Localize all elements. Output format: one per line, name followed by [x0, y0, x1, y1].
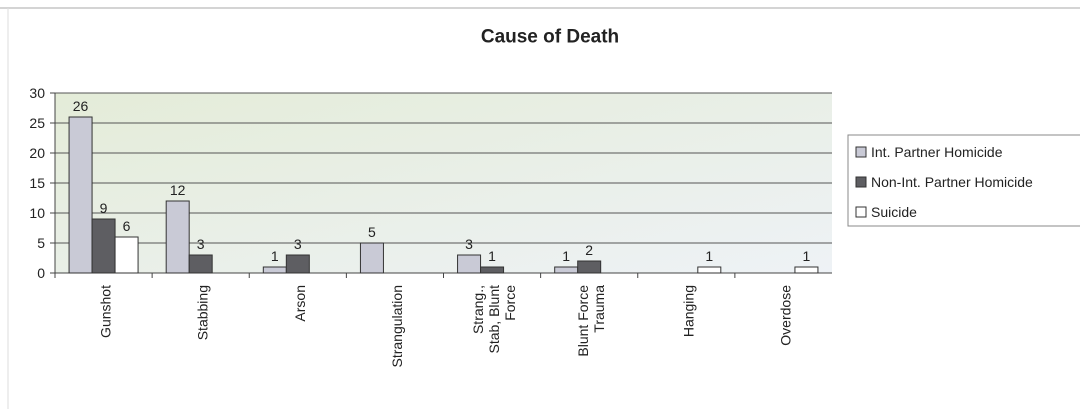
legend-swatch	[855, 206, 867, 218]
x-tick-label: Strangulation	[389, 285, 405, 368]
data-label: 1	[488, 248, 496, 264]
y-tick-label: 20	[29, 145, 45, 161]
data-label: 1	[803, 248, 811, 264]
bar	[697, 266, 722, 274]
y-tick-label: 5	[37, 235, 45, 251]
legend-swatch	[855, 176, 867, 188]
data-label: 26	[73, 98, 89, 114]
x-tick-label: Strang.,Stab, BluntForce	[470, 285, 518, 354]
data-label: 6	[123, 218, 131, 234]
data-label: 3	[197, 236, 205, 252]
bar	[480, 266, 505, 274]
legend-label: Suicide	[871, 204, 917, 220]
data-label: 3	[465, 236, 473, 252]
data-label: 1	[271, 248, 279, 264]
y-tick-label: 15	[29, 175, 45, 191]
bar	[794, 266, 819, 274]
bar	[188, 254, 213, 274]
bar	[554, 266, 579, 274]
bar	[114, 236, 139, 274]
data-label: 3	[294, 236, 302, 252]
legend-box	[847, 134, 1080, 227]
y-tick-label: 25	[29, 115, 45, 131]
x-tick-label: Overdose	[777, 285, 793, 346]
bar	[359, 242, 384, 274]
x-tick-label: Gunshot	[98, 285, 114, 338]
data-label: 9	[100, 200, 108, 216]
data-label: 1	[562, 248, 570, 264]
x-tick-label: Arson	[292, 285, 308, 322]
data-label: 5	[368, 224, 376, 240]
legend-swatch	[855, 146, 867, 158]
data-label: 2	[585, 242, 593, 258]
bar	[285, 254, 310, 274]
chart-title: Cause of Death	[481, 27, 619, 48]
bar	[165, 200, 190, 274]
y-tick-label: 30	[29, 85, 45, 101]
data-label: 12	[170, 182, 186, 198]
bar	[577, 260, 602, 274]
bar	[262, 266, 287, 274]
data-label: 1	[705, 248, 713, 264]
y-tick-label: 10	[29, 205, 45, 221]
bar	[68, 116, 93, 274]
bar	[91, 218, 116, 274]
x-tick-label: Stabbing	[195, 285, 211, 340]
y-tick-label: 0	[37, 265, 45, 281]
legend-label: Non-Int. Partner Homicide	[871, 174, 1033, 190]
x-tick-label: Hanging	[680, 285, 696, 337]
bar	[457, 254, 482, 274]
x-tick-label: Blunt ForceTrauma	[575, 285, 607, 357]
legend-label: Int. Partner Homicide	[871, 144, 1003, 160]
